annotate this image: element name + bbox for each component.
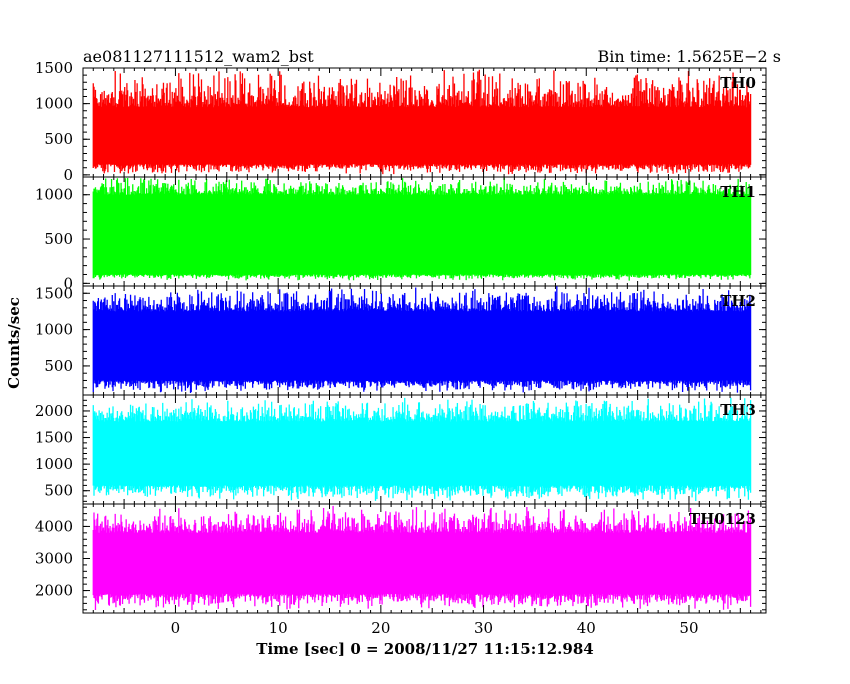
xtick-label-30: 30: [474, 619, 493, 637]
series-th2: [92, 286, 752, 393]
ytick-label-th0-1500: 1500: [35, 59, 73, 77]
ytick-label-th0-500: 500: [44, 130, 73, 148]
ytick-label-th2-1000: 1000: [35, 321, 73, 339]
chart-title: ae081127111512_wam2_bst: [83, 47, 314, 66]
ytick-label-th2-1500: 1500: [35, 284, 73, 302]
xtick-label-10: 10: [269, 619, 288, 637]
xtick-label-40: 40: [577, 619, 596, 637]
series-th0123: [92, 505, 752, 610]
bin-time-label: Bin time: 1.5625E−2 s: [598, 47, 781, 66]
xtick-label-50: 50: [679, 619, 698, 637]
series-th1: [92, 177, 752, 281]
panel-label-th3: TH3: [720, 401, 756, 419]
ytick-label-th3-500: 500: [44, 482, 73, 500]
ytick-label-th0123-2000: 2000: [35, 582, 73, 600]
ytick-label-th1-1000: 1000: [35, 186, 73, 204]
series-th3: [92, 397, 752, 501]
panel-label-th0123: TH0123: [689, 510, 756, 528]
ytick-label-th2-500: 500: [44, 357, 73, 375]
ytick-label-th1-0: 0: [63, 274, 73, 292]
xtick-label-0: 0: [171, 619, 181, 637]
ytick-label-th0123-3000: 3000: [35, 550, 73, 568]
panel-label-th2: TH2: [720, 292, 756, 310]
ytick-label-th3-1500: 1500: [35, 429, 73, 447]
panel-label-th1: TH1: [720, 183, 756, 201]
ytick-label-th3-1000: 1000: [35, 455, 73, 473]
ytick-label-th0-0: 0: [63, 166, 73, 184]
x-axis-title: Time [sec] 0 = 2008/11/27 11:15:12.984: [256, 640, 593, 658]
series-th0: [92, 69, 752, 175]
panel-label-th0: TH0: [720, 74, 756, 92]
ytick-label-th3-2000: 2000: [35, 402, 73, 420]
y-axis-title: Counts/sec: [5, 297, 23, 389]
ytick-label-th1-500: 500: [44, 230, 73, 248]
ytick-label-th0-1000: 1000: [35, 95, 73, 113]
xtick-label-20: 20: [371, 619, 390, 637]
ytick-label-th0123-4000: 4000: [35, 517, 73, 535]
